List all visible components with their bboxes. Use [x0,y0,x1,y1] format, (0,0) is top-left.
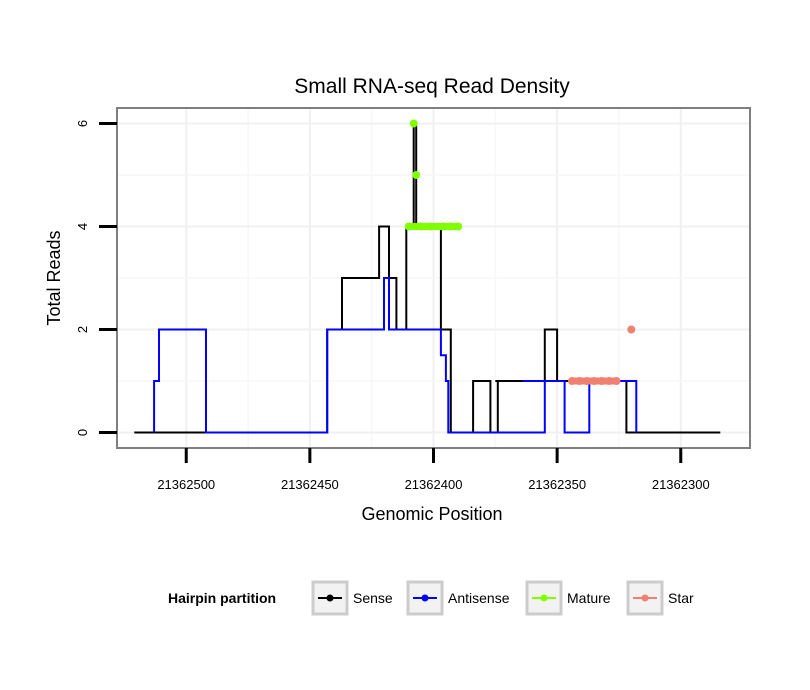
sense-legend-label: Sense [353,590,393,606]
x-tick-label: 21362300 [652,477,710,492]
sense-legend-marker [326,594,334,602]
star-legend-label: Star [668,590,694,606]
plot-series [134,119,721,434]
x-axis-label: Genomic Position [361,504,502,524]
star-point [627,325,636,334]
legend: Hairpin partition Sense Antisense Mature St… [168,580,694,616]
plot-grid [117,108,750,448]
antisense-legend-marker [421,594,429,602]
x-tick-label: 21362400 [405,477,463,492]
legend-title: Hairpin partition [168,590,276,606]
mature-legend-label: Mature [567,590,611,606]
y-tick-label: 2 [75,326,90,333]
x-tick-label: 21362450 [281,477,339,492]
mature-point [412,170,421,179]
plot-axes: 21362500 21362450 21362400 21362350 21362300… [75,120,710,492]
x-tick-label: 21362500 [157,477,215,492]
mature-legend-marker [540,594,548,602]
y-axis-label: Total Reads [44,230,64,325]
star-legend-marker [641,594,649,602]
y-tick-label: 6 [75,120,90,127]
antisense-series-line [153,277,638,434]
antisense-legend-label: Antisense [448,590,510,606]
y-tick-label: 4 [75,223,90,230]
mature-point [409,119,418,128]
x-tick-label: 21362350 [528,477,586,492]
y-tick-label: 0 [75,429,90,436]
chart-title: Small RNA-seq Read Density [294,75,570,98]
